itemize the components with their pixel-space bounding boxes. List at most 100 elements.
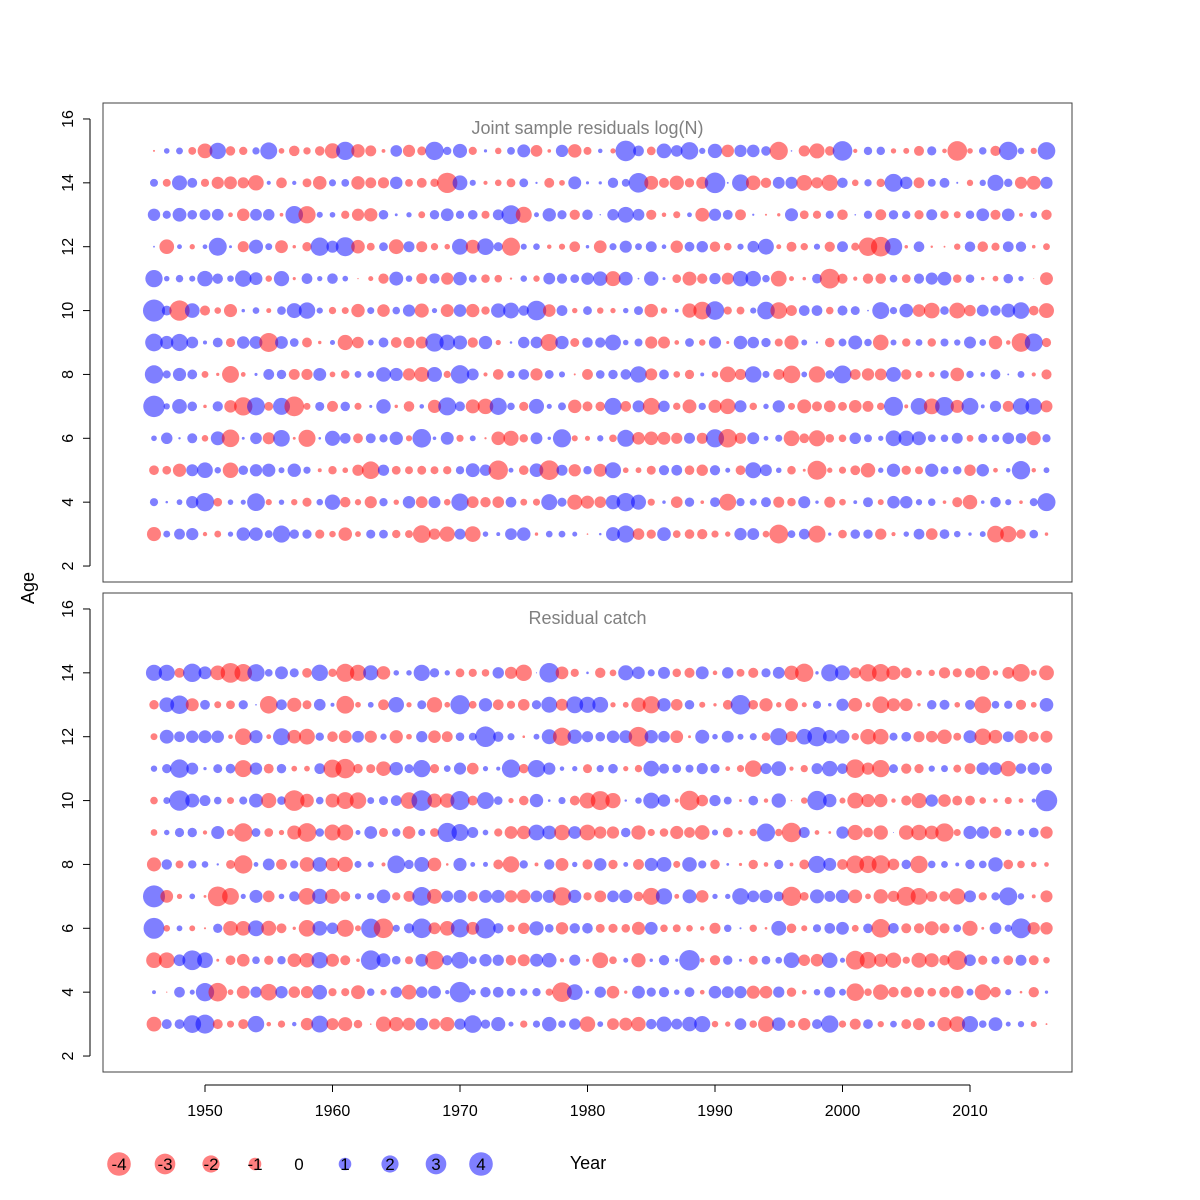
residual-bubble <box>1040 826 1053 839</box>
residual-bubble <box>176 925 183 932</box>
residual-bubble <box>567 729 582 744</box>
residual-bubble <box>916 669 922 676</box>
residual-bubble <box>628 726 649 747</box>
residual-bubble <box>189 244 195 250</box>
residual-bubble <box>186 336 199 349</box>
residual-bubble <box>901 369 912 380</box>
residual-bubble <box>821 174 838 191</box>
residual-bubble <box>749 402 757 411</box>
residual-bubble <box>556 464 568 476</box>
residual-bubble <box>644 921 658 935</box>
residual-bubble <box>863 529 873 539</box>
residual-bubble <box>146 1016 162 1032</box>
residual-bubble <box>847 792 864 809</box>
residual-bubble <box>734 368 747 380</box>
residual-bubble <box>276 763 287 774</box>
residual-bubble <box>595 401 606 412</box>
residual-bubble <box>980 500 985 504</box>
residual-bubble <box>761 337 771 348</box>
residual-bubble <box>325 857 340 872</box>
residual-bubble <box>248 175 264 191</box>
residual-bubble <box>451 951 469 969</box>
residual-bubble <box>227 499 234 505</box>
residual-bubble <box>747 240 760 253</box>
residual-bubble <box>276 699 287 711</box>
residual-bubble <box>1015 241 1027 252</box>
residual-bubble <box>696 240 708 253</box>
residual-bubble <box>787 497 796 507</box>
residual-bubble <box>388 239 404 255</box>
residual-bubble <box>528 398 545 414</box>
residual-bubble <box>379 434 388 443</box>
residual-bubble <box>249 730 263 744</box>
residual-bubble <box>616 493 635 512</box>
residual-bubble <box>596 765 604 773</box>
residual-bubble <box>174 528 185 540</box>
residual-bubble <box>544 177 555 188</box>
residual-bubble <box>583 892 592 901</box>
residual-bubble <box>776 702 782 708</box>
residual-bubble <box>686 924 693 932</box>
residual-bubble <box>901 465 911 475</box>
residual-bubble <box>376 889 391 904</box>
residual-bubble <box>429 210 440 220</box>
residual-bubble <box>162 370 171 379</box>
residual-bubble <box>760 464 772 477</box>
residual-bubble <box>632 528 645 540</box>
residual-bubble <box>838 1020 847 1028</box>
residual-bubble <box>163 530 171 538</box>
residual-bubble <box>1005 499 1012 506</box>
residual-bubble <box>999 887 1018 906</box>
residual-bubble <box>598 532 602 536</box>
residual-bubble <box>439 334 456 351</box>
residual-bubble <box>250 986 262 998</box>
residual-bubble <box>669 175 684 190</box>
residual-bubble <box>176 499 183 506</box>
residual-bubble <box>450 695 470 715</box>
residual-bubble <box>939 986 950 998</box>
residual-bubble <box>369 1023 372 1025</box>
residual-bubble <box>455 668 465 678</box>
residual-bubble <box>808 366 826 383</box>
residual-bubble <box>299 952 315 968</box>
residual-bubble <box>825 306 834 315</box>
residual-bubble <box>149 498 159 507</box>
residual-bubble <box>475 918 496 939</box>
residual-bubble <box>429 273 440 284</box>
residual-bubble <box>811 177 823 189</box>
residual-bubble <box>927 860 936 869</box>
residual-bubble <box>404 859 414 870</box>
residual-bubble <box>174 986 185 998</box>
residual-bubble <box>633 858 644 870</box>
residual-bubble <box>684 827 695 838</box>
residual-bubble <box>289 338 299 347</box>
residual-bubble <box>1031 372 1036 377</box>
residual-bubble <box>252 147 260 155</box>
residual-bubble <box>494 274 503 283</box>
residual-bubble <box>913 731 925 743</box>
residual-bubble <box>479 954 492 967</box>
residual-bubble <box>837 241 848 253</box>
residual-bubble <box>427 366 442 382</box>
residual-bubble <box>214 701 222 709</box>
residual-bubble <box>276 177 287 189</box>
residual-bubble <box>440 208 454 222</box>
residual-bubble <box>515 206 532 223</box>
residual-bubble <box>836 921 849 935</box>
residual-bubble <box>990 145 1001 157</box>
residual-bubble <box>187 369 198 380</box>
residual-bubble <box>390 795 402 806</box>
residual-bubble <box>927 146 937 156</box>
residual-bubble <box>199 305 211 316</box>
residual-bubble <box>315 732 324 741</box>
residual-bubble <box>705 301 725 320</box>
residual-bubble <box>568 144 582 158</box>
residual-bubble <box>509 277 513 280</box>
residual-bubble <box>913 273 925 284</box>
residual-bubble <box>468 274 477 283</box>
residual-bubble <box>812 273 822 284</box>
residual-bubble <box>200 699 210 710</box>
residual-bubble <box>491 889 505 903</box>
residual-bubble <box>508 797 514 804</box>
residual-bubble <box>184 303 200 318</box>
